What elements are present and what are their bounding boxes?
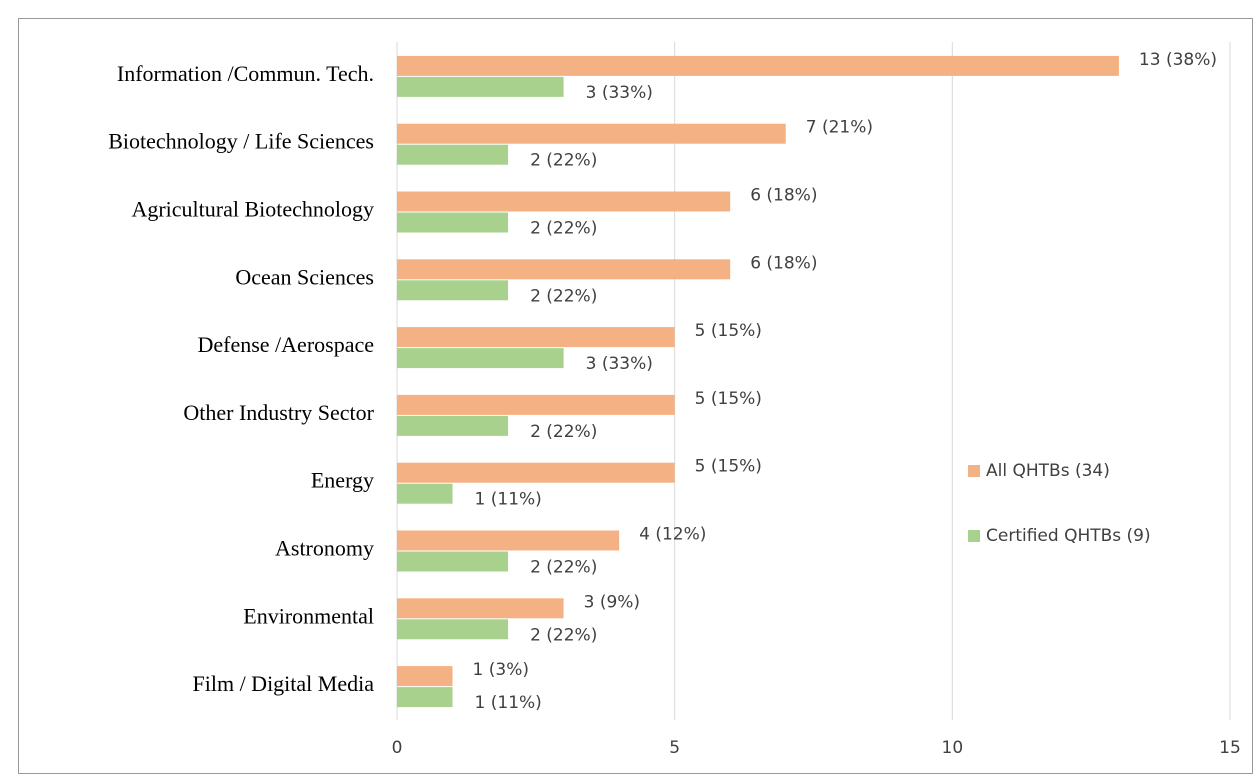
legend-label: All QHTBs (34): [986, 461, 1110, 481]
category-label: Astronomy: [275, 536, 374, 561]
category-label: Ocean Sciences: [235, 264, 374, 289]
bar: [397, 191, 731, 212]
bar: [397, 327, 675, 348]
data-label: 2 (22%): [530, 422, 597, 442]
legend-swatch: [968, 465, 980, 477]
category-label: Environmental: [243, 603, 374, 628]
data-label: 2 (22%): [530, 151, 597, 171]
data-label: 7 (21%): [806, 118, 873, 138]
bar: [397, 123, 786, 144]
data-label: 13 (38%): [1139, 50, 1217, 70]
data-label: 2 (22%): [530, 219, 597, 239]
data-label: 5 (15%): [695, 321, 762, 341]
data-label: 2 (22%): [530, 558, 597, 578]
data-label: 6 (18%): [750, 186, 817, 206]
bar: [397, 598, 564, 619]
data-label: 4 (12%): [639, 525, 706, 545]
x-tick-label: 10: [942, 738, 964, 758]
bar: [397, 76, 564, 97]
bar: [397, 415, 509, 436]
legend-label: Certified QHTBs (9): [986, 526, 1151, 546]
data-label: 6 (18%): [750, 253, 817, 273]
data-label: 2 (22%): [530, 625, 597, 645]
category-label: Biotechnology / Life Sciences: [108, 129, 374, 154]
bar: [397, 687, 453, 708]
bar: [397, 259, 731, 280]
data-label: 3 (9%): [584, 592, 640, 612]
data-label: 2 (22%): [530, 286, 597, 306]
data-label: 1 (3%): [473, 660, 529, 680]
bar: [397, 551, 509, 572]
bar: [397, 666, 453, 687]
category-label: Energy: [311, 468, 374, 493]
data-label: 1 (11%): [475, 490, 542, 510]
data-label: 5 (15%): [695, 389, 762, 409]
category-label: Film / Digital Media: [193, 671, 375, 696]
data-label: 3 (33%): [586, 83, 653, 103]
data-label: 1 (11%): [475, 693, 542, 713]
bar: [397, 144, 509, 165]
category-label: Information /Commun. Tech.: [117, 61, 374, 86]
legend-swatch: [968, 530, 980, 542]
x-tick-label: 15: [1219, 738, 1241, 758]
category-label: Other Industry Sector: [183, 400, 374, 425]
bar: [397, 212, 509, 233]
category-label: Defense /Aerospace: [197, 332, 374, 357]
bar: [397, 394, 675, 415]
bar: [397, 483, 453, 504]
bar: [397, 462, 675, 483]
chart-border: [18, 18, 1253, 774]
x-tick-label: 5: [669, 738, 680, 758]
bar: [397, 280, 509, 301]
data-label: 5 (15%): [695, 457, 762, 477]
bar: [397, 619, 509, 640]
category-label: Agricultural Biotechnology: [131, 197, 374, 222]
x-tick-label: 0: [392, 738, 403, 758]
bar: [397, 530, 620, 551]
bar: [397, 55, 1119, 76]
data-label: 3 (33%): [586, 354, 653, 374]
bar: [397, 348, 564, 369]
